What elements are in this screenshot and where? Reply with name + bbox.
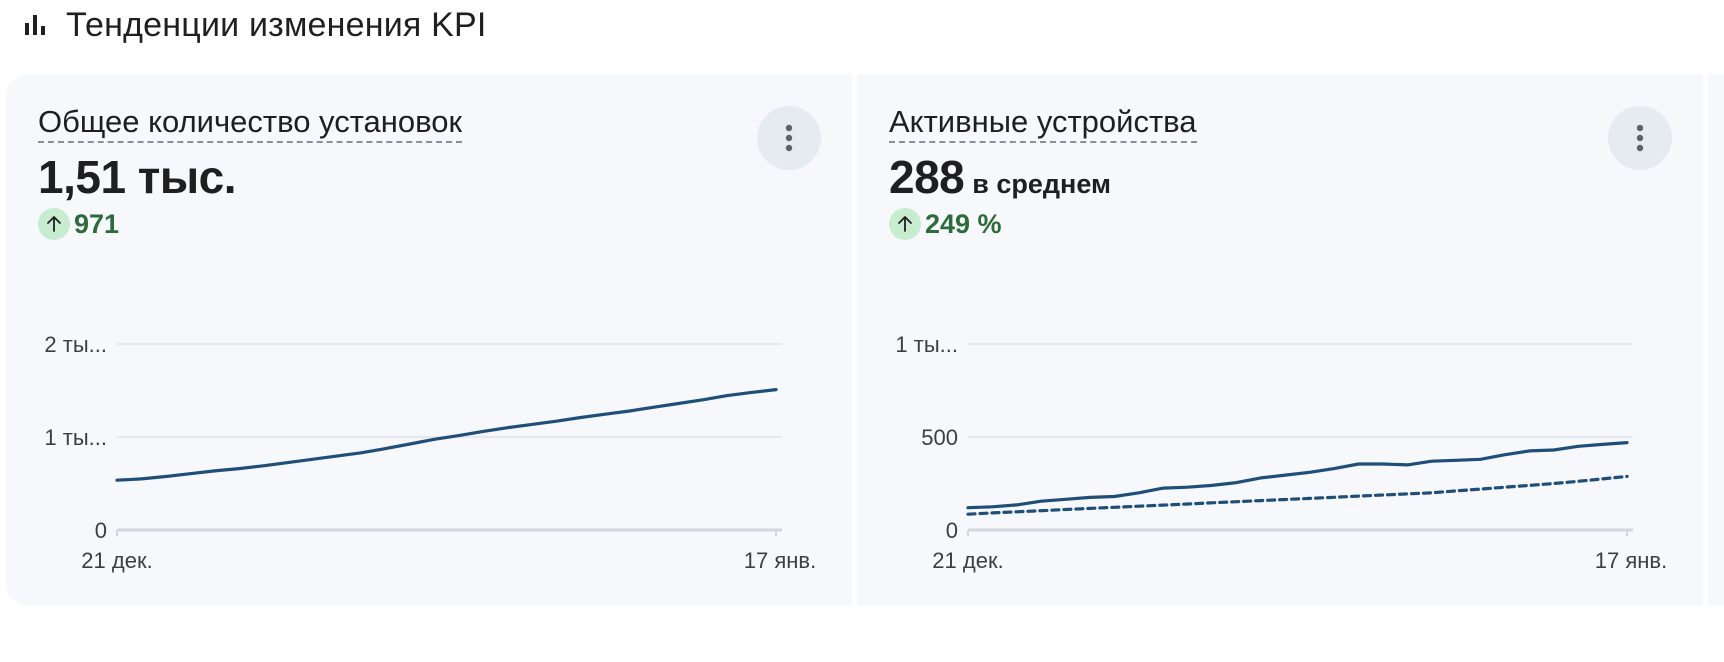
more-options-button[interactable] xyxy=(1608,106,1672,170)
more-vert-icon xyxy=(1636,124,1644,152)
more-vert-icon xyxy=(785,124,793,152)
series-line xyxy=(115,388,778,482)
kpi-card-partial xyxy=(1708,74,1724,606)
metric-value: 1,51 тыс. xyxy=(38,151,237,203)
active-devices-chart: 0 500 1 ты... 21 дек. 17 янв. xyxy=(895,332,1667,573)
x-tick-label-start: 21 дек. xyxy=(932,548,1003,573)
arrow-up-icon xyxy=(889,208,921,240)
x-tick-label-start: 21 дек. xyxy=(81,548,152,573)
delta-value: 249 % xyxy=(925,208,1002,239)
delta: 249 % xyxy=(889,208,1002,240)
y-tick-label: 1 ты... xyxy=(895,332,958,357)
installs-chart: 0 1 ты... 2 ты... 21 дек. 17 янв. xyxy=(44,332,816,573)
card-title[interactable]: Активные устройства xyxy=(889,104,1197,143)
x-tick-label-end: 17 янв. xyxy=(744,548,816,573)
bar-chart-icon xyxy=(25,15,45,35)
series-line-dashed xyxy=(966,474,1629,516)
delta-value: 971 xyxy=(74,208,120,239)
section-title: Тенденции изменения KPI xyxy=(66,5,487,44)
metric-value: 288 xyxy=(889,151,965,203)
metric-suffix: в среднем xyxy=(972,169,1111,199)
y-tick-label: 0 xyxy=(946,518,958,543)
arrow-up-icon xyxy=(38,208,70,240)
x-tick-label-end: 17 янв. xyxy=(1595,548,1667,573)
kpi-cards: 0 1 ты... 2 ты... 21 дек. 17 янв. Общее коли… xyxy=(6,74,1724,606)
y-tick-label: 1 ты... xyxy=(44,425,107,450)
section-header: Тенденции изменения KPI xyxy=(22,2,487,48)
kpi-card-active-devices: 0 500 1 ты... 21 дек. 17 янв. Активные устро… xyxy=(857,74,1703,606)
kpi-card-total-installs: 0 1 ты... 2 ты... 21 дек. 17 янв. Общее коли… xyxy=(6,74,852,606)
series-line xyxy=(966,441,1629,510)
metric: 1,51 тыс. xyxy=(38,150,244,204)
more-options-button[interactable] xyxy=(757,106,821,170)
delta: 971 xyxy=(38,208,119,240)
y-tick-label: 0 xyxy=(95,518,107,543)
card-title[interactable]: Общее количество установок xyxy=(38,104,463,143)
y-tick-label: 500 xyxy=(921,425,958,450)
metric: 288 в среднем xyxy=(889,150,1111,204)
y-tick-label: 2 ты... xyxy=(44,332,107,357)
